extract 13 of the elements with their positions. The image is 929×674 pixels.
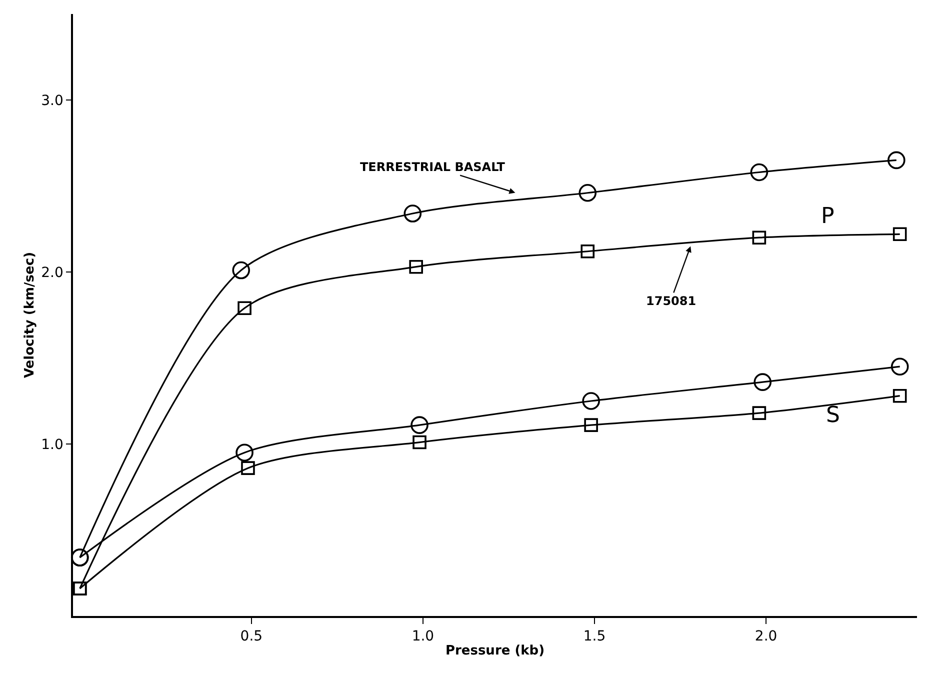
annotation: P <box>821 204 834 229</box>
x-tick-label: 1.5 <box>583 628 606 645</box>
x-tick-label: 1.0 <box>412 628 434 645</box>
x-tick-label: 2.0 <box>754 628 778 645</box>
y-tick-label: 3.0 <box>41 92 64 109</box>
y-axis-title: Velocity (km/sec) <box>22 252 38 378</box>
y-tick-label: 1.0 <box>41 436 64 453</box>
annotation: 175081 <box>646 294 696 308</box>
y-tick-label: 2.0 <box>41 264 64 281</box>
annotation: TERRESTRIAL BASALT <box>360 160 506 174</box>
annotation: S <box>826 403 840 428</box>
x-axis-title: Pressure (kb) <box>445 644 545 659</box>
x-tick-label: 0.5 <box>240 628 263 645</box>
